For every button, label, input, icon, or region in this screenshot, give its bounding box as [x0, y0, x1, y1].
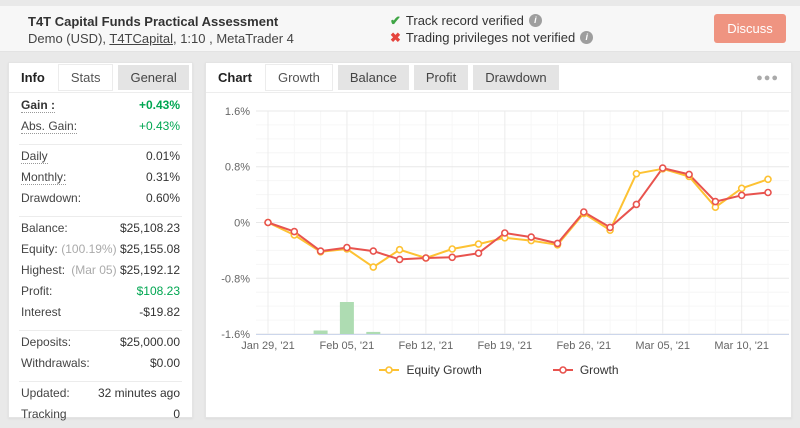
stat-label: Updated: — [21, 386, 70, 400]
section-divider — [19, 330, 182, 331]
stat-value: (Mar 05) $25,192.12 — [71, 263, 180, 277]
stat-label: Equity: — [21, 242, 58, 256]
info-icon[interactable]: i — [580, 31, 594, 44]
chart-legend: Equity Growth Growth — [206, 363, 791, 377]
svg-text:Feb 26, '21: Feb 26, '21 — [556, 340, 611, 352]
chart-panel-tabs: Chart Growth Balance Profit Drawdown ●●● — [206, 63, 791, 93]
svg-text:0.8%: 0.8% — [225, 162, 250, 174]
stat-value: 0.01% — [145, 149, 180, 163]
tab-drawdown[interactable]: Drawdown — [473, 65, 559, 90]
stat-value: 0.31% — [145, 170, 180, 184]
page-title: T4T Capital Funds Practical Assessment — [28, 14, 279, 29]
chart-menu-icon[interactable]: ●●● — [756, 71, 779, 84]
account-subtitle: Demo (USD), T4TCapital, 1:10 , MetaTrade… — [28, 30, 294, 47]
stat-row: Tracking 0 — [21, 407, 180, 428]
subtitle-suffix: , 1:10 , MetaTrader 4 — [172, 31, 294, 46]
stat-row: Equity: (100.19%) $25,155.08 — [21, 242, 180, 263]
stat-value: $25,000.00 — [119, 335, 180, 349]
stat-label: Drawdown: — [21, 191, 82, 205]
svg-text:-0.8%: -0.8% — [221, 273, 250, 285]
stat-value: 0.60% — [145, 191, 180, 205]
svg-text:Mar 05, '21: Mar 05, '21 — [635, 340, 690, 352]
account-title-block: T4T Capital Funds Practical Assessment D… — [28, 13, 294, 47]
info-panel-tabs: Info Stats General — [9, 63, 192, 93]
stat-label: Highest: — [21, 263, 66, 277]
svg-text:Feb 19, '21: Feb 19, '21 — [477, 340, 532, 352]
stat-label: Profit: — [21, 284, 53, 298]
info-panel: Info Stats General Gain : +0.43% Abs. Gain… — [8, 62, 193, 421]
legend-marker-icon — [379, 366, 400, 374]
growth-chart-canvas[interactable]: 1.6% 0.8% 0% -0.8% -1.6%Jan 29, '21 Feb 05, '… — [206, 97, 791, 361]
section-divider — [19, 144, 182, 145]
legend-label: Growth — [579, 363, 619, 377]
svg-text:Feb 12, '21: Feb 12, '21 — [399, 340, 454, 352]
legend-item-equity-growth[interactable]: Equity Growth — [378, 363, 482, 377]
tab-growth[interactable]: Growth — [264, 64, 333, 91]
stat-value: -$19.82 — [139, 305, 180, 319]
stat-value: 0 — [173, 407, 180, 421]
tab-stats[interactable]: Stats — [57, 64, 114, 91]
subtitle-prefix: Demo (USD), — [28, 31, 110, 46]
tab-profit[interactable]: Profit — [413, 65, 469, 90]
svg-text:-1.6%: -1.6% — [221, 329, 250, 341]
tab-general[interactable]: General — [118, 65, 189, 90]
tab-balance[interactable]: Balance — [337, 65, 409, 90]
stat-value: (100.19%) $25,155.08 — [61, 242, 180, 256]
stat-label[interactable]: Gain : — [21, 98, 56, 113]
stat-value: +0.43% — [138, 98, 180, 112]
svg-text:Jan 29, '21: Jan 29, '21 — [241, 340, 294, 352]
track-record-text: Track record verified — [405, 13, 524, 28]
legend-label: Equity Growth — [406, 363, 482, 377]
stat-value: $108.23 — [136, 284, 180, 298]
stat-value: $0.00 — [149, 356, 180, 370]
stat-row: Drawdown: 0.60% — [21, 191, 180, 212]
stat-label: Deposits: — [21, 335, 72, 349]
svg-text:Feb 05, '21: Feb 05, '21 — [320, 340, 375, 352]
stat-row: Gain : +0.43% — [21, 98, 180, 119]
svg-text:1.6%: 1.6% — [225, 106, 250, 118]
stats-list: Gain : +0.43% Abs. Gain: +0.43% Daily 0.01% Mo… — [9, 93, 192, 428]
privileges-text: Trading privileges not verified — [405, 30, 576, 45]
stat-value: +0.43% — [138, 119, 180, 133]
stat-row: Interest -$19.82 — [21, 305, 180, 326]
legend-item-growth[interactable]: Growth — [552, 363, 619, 377]
stat-row: Abs. Gain: +0.43% — [21, 119, 180, 140]
stat-label[interactable]: Monthly: — [21, 170, 67, 185]
stat-row: Highest: (Mar 05) $25,192.12 — [21, 263, 180, 284]
account-header: T4T Capital Funds Practical Assessment D… — [0, 6, 800, 52]
stat-row: Balance: $25,108.23 — [21, 221, 180, 242]
stat-row: Profit: $108.23 — [21, 284, 180, 305]
stat-row: Daily 0.01% — [21, 149, 180, 170]
svg-text:0%: 0% — [234, 218, 250, 230]
stat-label[interactable]: Daily — [21, 149, 48, 164]
stat-label: Balance: — [21, 221, 68, 235]
panel-label-chart[interactable]: Chart — [218, 70, 252, 85]
chart-panel: Chart Growth Balance Profit Drawdown ●●●… — [205, 62, 792, 418]
stat-label: Withdrawals: — [21, 356, 90, 370]
stat-row: Withdrawals: $0.00 — [21, 356, 180, 377]
discuss-button[interactable]: Discuss — [714, 14, 786, 43]
verification-block: ✔ Track record verified i ✖ Trading priv… — [390, 12, 594, 46]
cross-icon: ✖ — [390, 30, 401, 45]
stat-row: Monthly: 0.31% — [21, 170, 180, 191]
stat-value: $25,108.23 — [119, 221, 180, 235]
svg-text:Mar 10, '21: Mar 10, '21 — [714, 340, 769, 352]
broker-link[interactable]: T4TCapital — [109, 31, 173, 46]
info-icon[interactable]: i — [528, 14, 542, 27]
stat-row: Updated: 32 minutes ago — [21, 386, 180, 407]
stat-row: Deposits: $25,000.00 — [21, 335, 180, 356]
check-icon: ✔ — [390, 13, 401, 28]
stat-label[interactable]: Abs. Gain: — [21, 119, 78, 134]
stat-label: Tracking — [21, 407, 67, 421]
stat-value: 32 minutes ago — [97, 386, 180, 400]
section-divider — [19, 381, 182, 382]
panel-label-info[interactable]: Info — [21, 70, 45, 85]
stat-label: Interest — [21, 305, 62, 319]
section-divider — [19, 216, 182, 217]
legend-marker-icon — [552, 366, 573, 374]
